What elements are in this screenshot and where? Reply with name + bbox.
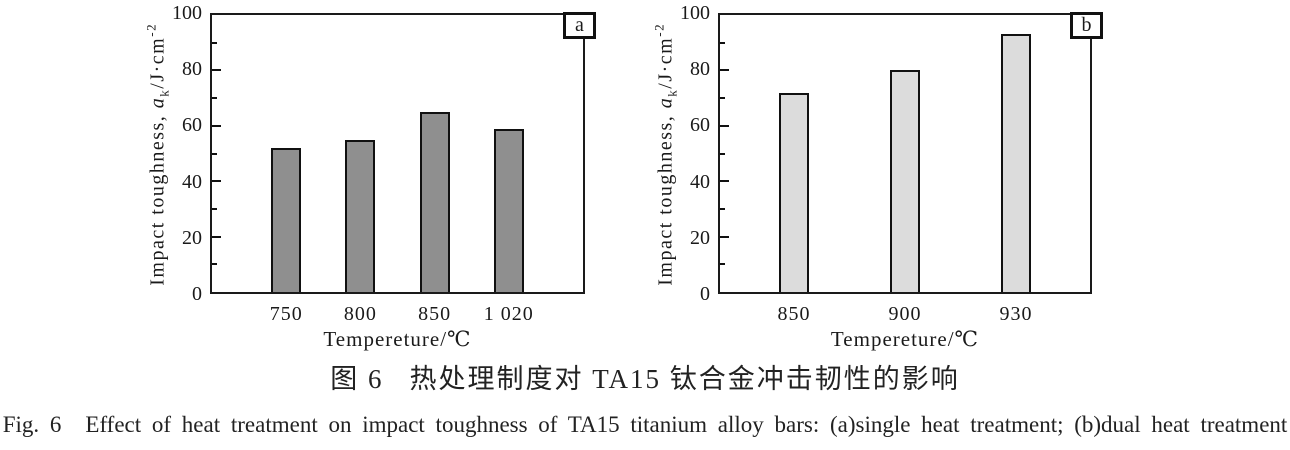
y-tick-mark [720,180,729,183]
y-tick-label: 60 [690,114,710,137]
y-tick-mark [720,124,729,127]
y-tick-mark [212,207,217,210]
bar-1020 [493,129,524,292]
panel-label-box-b: b [1070,12,1103,39]
y-tick-mark [212,97,217,100]
x-tick-label: 1 020 [483,303,534,325]
x-tick-label: 800 [343,303,377,325]
y-tick-label: 40 [690,170,710,193]
bar-750 [271,148,302,292]
bar-850 [779,93,809,292]
x-tick-label: 850 [418,303,452,325]
plot-area-a: a [210,12,596,294]
x-axis-title-a: Tempereture/℃ [323,327,472,351]
x-tick-label: 850 [777,303,811,325]
bar-900 [890,70,920,292]
x-axis-title-b: Tempereture/℃ [830,327,980,351]
caption-english: Fig. 6 Effect of heat treatment on impact… [0,412,1290,438]
y-tick-mark [212,69,221,72]
y-tick-label: 80 [182,58,202,81]
y-tick-label: 60 [182,114,202,137]
y-tick-label: 80 [690,58,710,81]
y-tick-mark [720,263,725,266]
caption-english-number: Fig. 6 [2,412,62,437]
panel-letter-b: b [1081,14,1092,36]
y-tick-labels: 0 20 40 60 80 100 [146,2,202,305]
y-tick-mark [212,152,217,155]
y-tick-label: 20 [690,226,710,249]
panel-letter-a: a [575,14,584,36]
y-tick-label: 40 [182,170,202,193]
y-tick-label: 0 [192,283,202,305]
y-tick-mark [212,124,221,127]
y-tick-mark [720,235,729,238]
x-tick-label: 900 [888,303,922,325]
y-tick-mark [212,180,221,183]
caption-chinese-number: 图 6 [330,364,384,394]
x-tick-label: 750 [269,303,303,325]
bar-850 [419,112,450,292]
caption-chinese-text: 热处理制度对 TA15 钛合金冲击韧性的影响 [409,364,960,394]
x-tick-label: 930 [999,303,1033,325]
plot-area-b: b [718,12,1103,294]
y-tick-mark [720,152,725,155]
bar-930 [1001,34,1031,292]
panel-label-box-a: a [563,12,596,39]
y-tick-mark [212,235,221,238]
y-tick-mark [212,263,217,266]
y-tick-mark [720,69,729,72]
caption-chinese: 图 6 热处理制度对 TA15 钛合金冲击韧性的影响 [0,357,1290,396]
y-tick-labels: 0 20 40 60 80 100 [654,2,710,305]
y-tick-mark [720,97,725,100]
y-tick-label: 100 [680,2,710,24]
y-tick-label: 0 [700,283,710,305]
caption-english-text: Effect of heat treatment on impact tough… [85,412,1288,437]
y-tick-mark [720,207,725,210]
bar-800 [345,140,376,292]
y-tick-label: 20 [182,226,202,249]
y-tick-mark [720,41,725,44]
y-tick-mark [212,41,217,44]
y-tick-label: 100 [172,2,202,24]
